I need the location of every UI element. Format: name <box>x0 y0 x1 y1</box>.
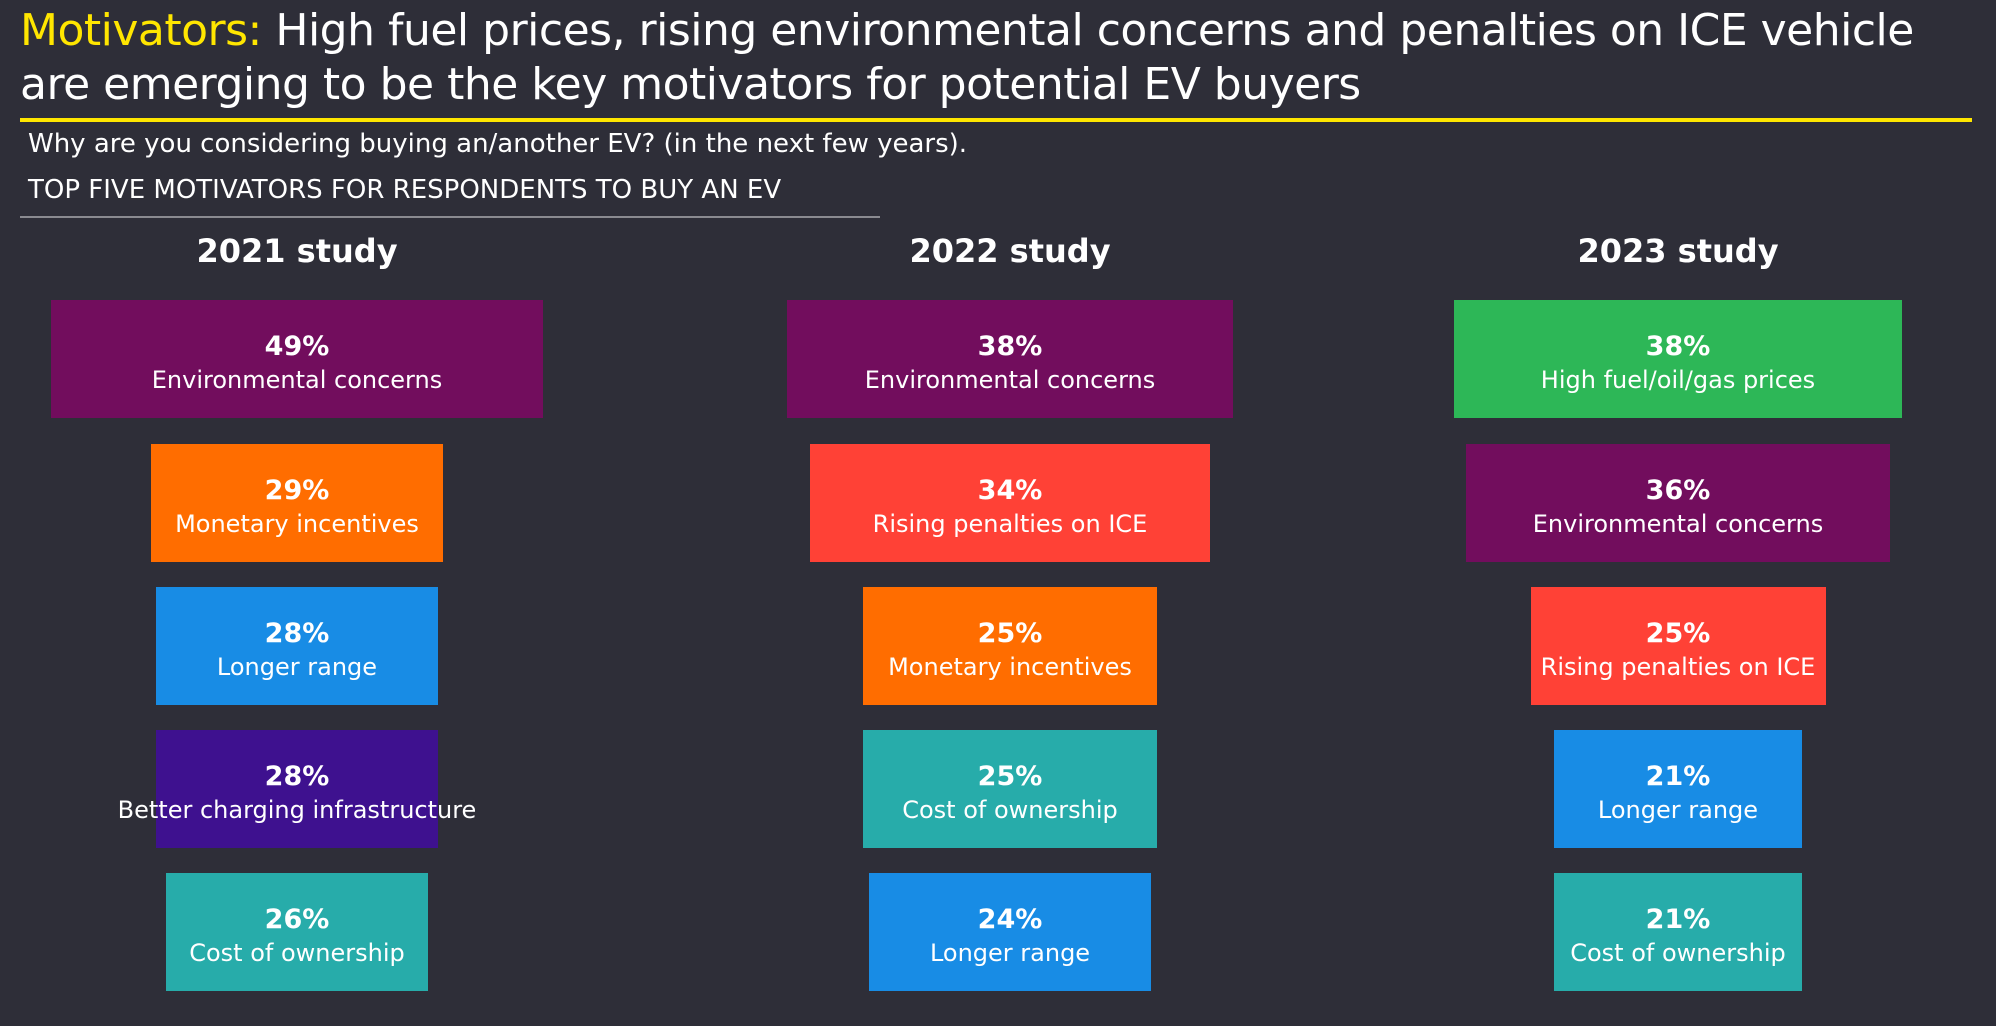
bar-value-label: 21% <box>1645 904 1711 935</box>
funnel-bar: 29% Monetary incentives <box>151 444 443 562</box>
funnel-bar: 28% Better charging infrastructure <box>118 730 476 848</box>
bar-value-label: 49% <box>264 331 330 362</box>
funnel-bar: 25% Rising penalties on ICE <box>1530 587 1826 705</box>
bar-category-label: Cost of ownership <box>189 939 405 967</box>
bar-value-label: 24% <box>977 904 1043 935</box>
bar-category-label: High fuel/oil/gas prices <box>1540 366 1816 394</box>
bar-value-label: 38% <box>1645 331 1711 362</box>
bar-category-label: Cost of ownership <box>1570 939 1786 967</box>
bar-value-label: 34% <box>977 475 1043 506</box>
section-heading: TOP FIVE MOTIVATORS FOR RESPONDENTS TO B… <box>28 175 782 205</box>
funnel-bar: 28% Longer range <box>156 587 438 705</box>
bar-value-label: 25% <box>977 618 1043 649</box>
funnel-bar: 25% Monetary incentives <box>863 587 1157 705</box>
bar-value-label: 38% <box>977 331 1043 362</box>
funnel-bar: 34% Rising penalties on ICE <box>810 444 1210 562</box>
bar-value-label: 26% <box>264 904 330 935</box>
bar-category-label: Environmental concerns <box>151 366 443 394</box>
study-title: 2022 study <box>909 232 1111 270</box>
bar-value-label: 28% <box>264 761 330 792</box>
page-title: Motivators: High fuel prices, rising env… <box>20 4 1980 112</box>
bar-value-label: 36% <box>1645 475 1711 506</box>
study-title: 2021 study <box>196 232 398 270</box>
funnel-bar: 26% Cost of ownership <box>166 873 428 991</box>
funnel-bar: 21% Cost of ownership <box>1554 873 1802 991</box>
bar-value-label: 21% <box>1645 761 1711 792</box>
title-highlight: Motivators: <box>20 5 262 56</box>
funnel-bar: 24% Longer range <box>869 873 1151 991</box>
funnel-bar: 38% Environmental concerns <box>786 300 1234 418</box>
funnel-bar: 25% Cost of ownership <box>863 730 1157 848</box>
bar-category-label: Better charging infrastructure <box>117 796 477 824</box>
funnel-bar: 49% Environmental concerns <box>50 300 544 418</box>
bar-category-label: Longer range <box>1597 796 1759 824</box>
bar-value-label: 25% <box>1645 618 1711 649</box>
bar-category-label: Environmental concerns <box>1532 510 1824 538</box>
bar-category-label: Rising penalties on ICE <box>872 510 1148 538</box>
bar-category-label: Longer range <box>929 939 1091 967</box>
bar-value-label: 28% <box>264 618 330 649</box>
survey-question: Why are you considering buying an/anothe… <box>28 129 968 159</box>
bar-value-label: 29% <box>264 475 330 506</box>
bar-category-label: Cost of ownership <box>902 796 1118 824</box>
title-text: High fuel prices, rising environmental c… <box>20 5 1914 110</box>
bar-value-label: 25% <box>977 761 1043 792</box>
study-title: 2023 study <box>1577 232 1779 270</box>
title-divider <box>20 118 1972 122</box>
funnel-bar: 36% Environmental concerns <box>1465 444 1891 562</box>
bar-category-label: Rising penalties on ICE <box>1540 653 1816 681</box>
bar-category-label: Monetary incentives <box>888 653 1132 681</box>
section-divider <box>20 216 880 218</box>
bar-category-label: Monetary incentives <box>175 510 419 538</box>
funnel-bar: 38% High fuel/oil/gas prices <box>1453 300 1903 418</box>
bar-category-label: Environmental concerns <box>864 366 1156 394</box>
bar-category-label: Longer range <box>216 653 378 681</box>
funnel-bar: 21% Longer range <box>1554 730 1802 848</box>
